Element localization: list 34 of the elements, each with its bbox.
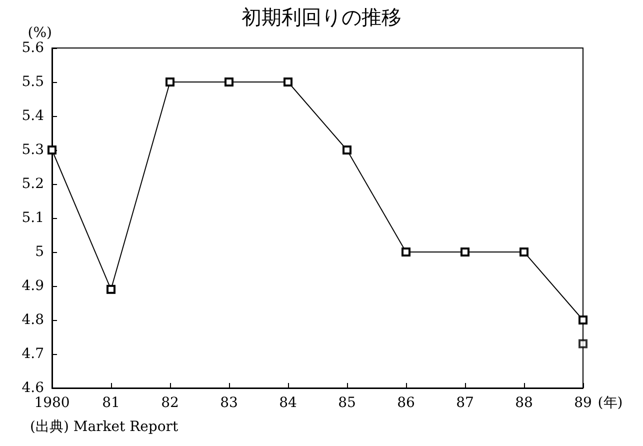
point	[224, 78, 234, 86]
y-tick-label: 5.2	[22, 176, 44, 192]
point	[166, 78, 174, 86]
x-tick-label: 85	[338, 395, 356, 411]
text: (出典) Market Report	[30, 419, 178, 435]
x-tick-label: 87	[456, 395, 474, 411]
y-axis-title: (%)	[28, 25, 52, 41]
x-tick-label: 82	[161, 395, 179, 411]
x-tick-label: 81	[102, 395, 120, 411]
point	[106, 284, 116, 294]
x-tick-label: 88	[515, 395, 533, 411]
x-tick-label: 1980	[34, 395, 70, 411]
y-tick-label: 5.5	[22, 74, 44, 90]
y-tick-label: 4.6	[22, 380, 44, 396]
y-tick-label: 4.7	[22, 346, 44, 362]
chart-title: 初期利回りの推移	[242, 5, 402, 29]
x-axis-title: (年)	[598, 395, 623, 411]
point	[460, 248, 470, 256]
y-tick-label: 4.8	[22, 312, 44, 328]
point	[520, 248, 528, 256]
y-tick-label: 4.9	[22, 278, 44, 294]
point	[342, 146, 352, 154]
point	[402, 248, 410, 256]
x-tick-label: 83	[220, 395, 238, 411]
point	[578, 316, 588, 324]
x-tick-label: 84	[279, 395, 297, 411]
x-tick-label: 86	[397, 395, 415, 411]
y-tick-label: 5.1	[22, 210, 44, 226]
x-tick-label: 89	[574, 395, 592, 411]
y-tick-label: 5	[35, 244, 44, 260]
y-tick-label: 5.6	[22, 40, 44, 56]
point	[284, 78, 292, 86]
y-tick-label: 5.3	[22, 142, 44, 158]
y-tick-label: 5.4	[22, 108, 44, 124]
